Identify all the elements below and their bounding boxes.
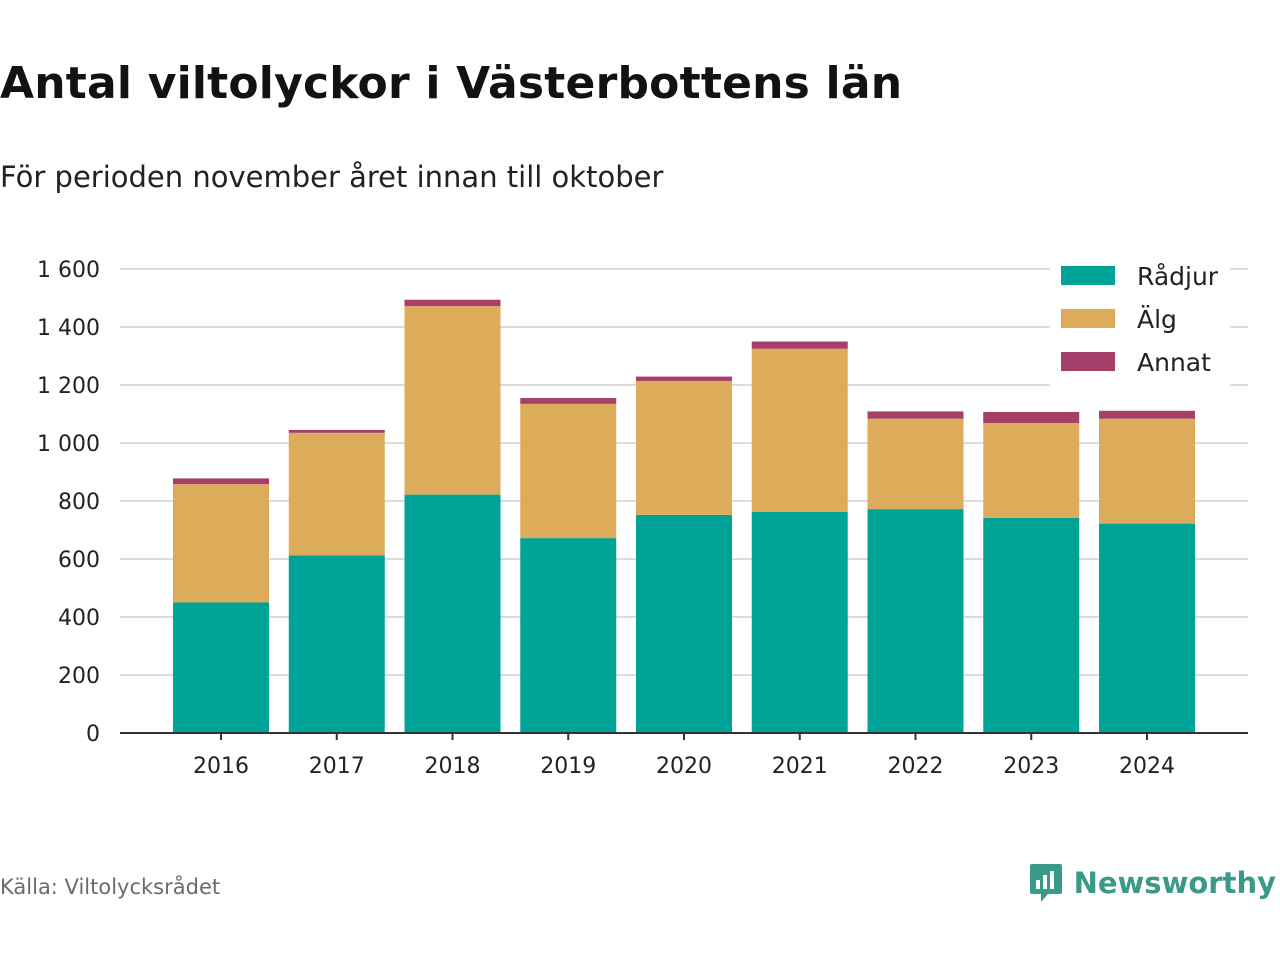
chart-title: Antal viltolyckor i Västerbottens län <box>0 58 903 109</box>
y-tick-label: 400 <box>58 606 100 631</box>
bar-segment-älg <box>520 403 617 539</box>
bar-segment-rådjur <box>404 494 501 733</box>
brand-name: Newsworthy <box>1073 866 1276 900</box>
y-tick-label: 800 <box>58 490 100 515</box>
legend-label: Älg <box>1137 305 1177 334</box>
y-tick-label: 1 000 <box>37 432 100 457</box>
bar-segment-älg <box>983 422 1080 518</box>
bar-segment-älg <box>867 418 964 510</box>
bar-segment-älg <box>1099 418 1195 524</box>
x-tick-label: 2021 <box>772 754 828 779</box>
x-tick-label: 2017 <box>309 754 365 779</box>
legend-swatch-rådjur <box>1061 266 1115 285</box>
x-tick-label: 2023 <box>1003 754 1059 779</box>
bar-segment-annat <box>173 478 269 485</box>
bar-segment-älg <box>636 380 732 515</box>
y-tick-label: 600 <box>58 548 100 573</box>
bars <box>173 299 1195 733</box>
x-tick-label: 2020 <box>656 754 712 779</box>
bar-segment-annat <box>1099 410 1195 419</box>
bar-segment-rådjur <box>288 555 385 733</box>
x-tick-label: 2022 <box>888 754 944 779</box>
legend-label: Rådjur <box>1137 262 1219 291</box>
bar-segment-älg <box>288 432 385 556</box>
bar-segment-älg <box>404 306 501 495</box>
y-tick-label: 1 400 <box>37 316 100 341</box>
bar-segment-rådjur <box>983 517 1080 733</box>
bar-segment-rådjur <box>1099 523 1195 733</box>
x-tick-label: 2019 <box>540 754 596 779</box>
bar-segment-älg <box>751 348 848 513</box>
bar-segment-annat <box>288 429 385 433</box>
bar-segment-annat <box>636 376 732 381</box>
chart-subtitle: För perioden november året innan till ok… <box>0 160 664 194</box>
y-tick-label: 1 200 <box>37 374 100 399</box>
bar-segment-rådjur <box>751 512 848 733</box>
bar-segment-rådjur <box>867 509 964 733</box>
bar-segment-annat <box>983 411 1080 423</box>
bar-segment-annat <box>751 341 848 349</box>
bar-segment-rådjur <box>520 538 617 733</box>
y-tick-label: 1 600 <box>37 258 100 283</box>
newsworthy-logo-icon <box>1029 864 1062 902</box>
bar-segment-rådjur <box>636 514 732 733</box>
source-note: Källa: Viltolycksrådet <box>0 875 221 899</box>
y-tick-label: 200 <box>58 664 100 689</box>
legend-label: Annat <box>1137 348 1211 377</box>
stacked-bar-chart: 0 200 400 600 800 1 000 1 200 1 400 1 600 2016 201… <box>37 258 1248 779</box>
bar-segment-rådjur <box>173 602 269 733</box>
axes: 0 200 400 600 800 1 000 1 200 1 400 1 600 2016 201… <box>37 258 1248 779</box>
y-tick-label: 0 <box>86 722 100 747</box>
x-tick-label: 2016 <box>193 754 249 779</box>
legend: Rådjur Älg Annat <box>1050 258 1230 386</box>
legend-swatch-annat <box>1061 352 1115 371</box>
x-tick-label: 2024 <box>1119 754 1175 779</box>
bar-segment-annat <box>404 299 501 307</box>
bar-segment-annat <box>867 411 964 419</box>
brand-logo: Newsworthy <box>1028 862 1276 904</box>
bar-segment-älg <box>173 484 269 603</box>
x-tick-label: 2018 <box>425 754 481 779</box>
bar-segment-annat <box>520 398 617 404</box>
legend-swatch-älg <box>1061 309 1115 328</box>
